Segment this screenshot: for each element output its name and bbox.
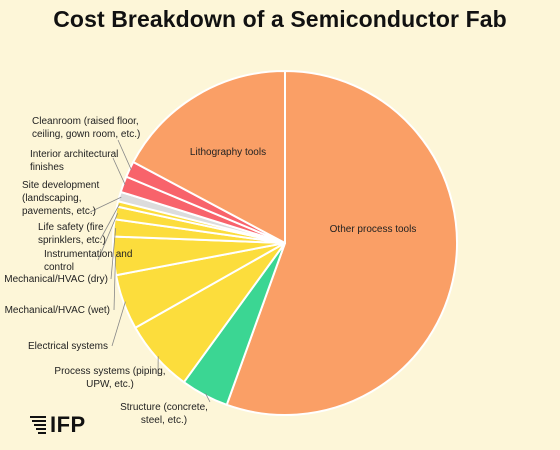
leader-lines (89, 139, 211, 403)
slice-label-mechanical-hvac-dry: Mechanical/HVAC (dry) (4, 274, 108, 285)
slice-label-other-process-tools: Other process tools (330, 224, 417, 235)
leader-line-instrumentation-and-control (97, 213, 118, 261)
slice-label-cleanroom-raised-floor-ceiling-gown-room-etc: Cleanroom (raised floor, ceiling, gown ro… (32, 116, 140, 140)
leader-line-cleanroom-raised-floor-ceiling-gown-room-etc (117, 139, 132, 171)
slice-labels: Other process tools Structure (concrete, s… (4, 116, 416, 426)
slice-label-process-systems-piping-upw-etc: Process systems (piping, UPW, etc.) (54, 366, 165, 390)
slice-label-site-development-landscaping-pavements-etc: Site development (landscaping, pavements, … (22, 180, 99, 217)
leader-line-structure-concrete-steel-etc (205, 393, 211, 403)
slice-label-instrumentation-and-control: Instrumentation and control (44, 249, 132, 273)
leader-line-electrical-systems (111, 301, 126, 347)
ifp-logo: IFP (30, 412, 86, 438)
slice-label-electrical-systems: Electrical systems (28, 341, 108, 352)
slice-label-mechanical-hvac-wet: Mechanical/HVAC (wet) (5, 305, 110, 316)
slice-label-interior-architectural-finishes: Interior architectural finishes (30, 149, 118, 173)
leader-line-interior-architectural-finishes (112, 157, 126, 186)
ifp-logo-icon (30, 416, 46, 434)
pie-slice-other-process-tools (225, 70, 458, 416)
slice-label-structure-concrete-steel-etc: Structure (concrete, steel, etc.) (120, 402, 208, 426)
slice-label-lithography-tools: Lithography tools (190, 147, 266, 158)
pie-slice-lithography-tools (132, 70, 286, 244)
leader-line-mechanical-hvac-dry (110, 228, 117, 280)
leader-line-mechanical-hvac-wet (113, 255, 116, 311)
slice-label-life-safety-fire-sprinklers-etc: Life safety (fire sprinklers, etc.) (38, 222, 106, 246)
chart-title: Cost Breakdown of a Semiconductor Fab (53, 6, 507, 32)
leader-line-site-development-landscaping-pavements-etc (89, 196, 122, 213)
leader-line-life-safety-fire-sprinklers-etc (99, 204, 120, 241)
pie-slices (112, 70, 458, 416)
ifp-logo-text: IFP (50, 412, 86, 437)
